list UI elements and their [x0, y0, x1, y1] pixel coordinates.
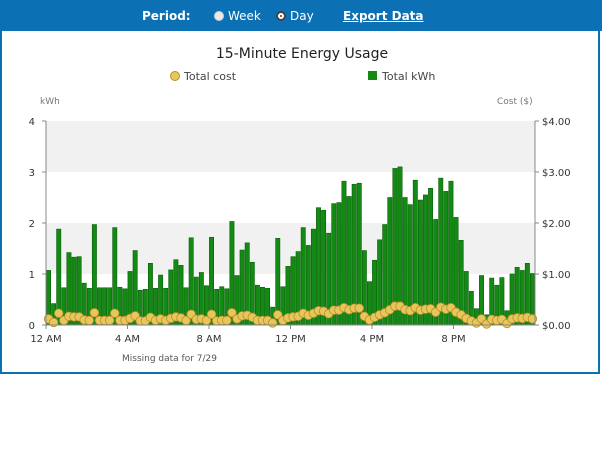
cost-marker [110, 308, 120, 318]
radio-selected-icon [276, 11, 286, 21]
legend: Total cost Total kWh [170, 70, 435, 83]
x-tick-label: 8 PM [441, 334, 465, 345]
y-right-tick-label: $0.00 [542, 321, 571, 332]
x-tick-label: 12 PM [275, 334, 306, 345]
cost-marker [222, 315, 232, 326]
x-tick-label: 8 AM [196, 334, 221, 345]
y-left-tick-label: 4 [29, 117, 35, 128]
axes [42, 120, 539, 329]
cost-marker [206, 309, 217, 319]
period-label: Period: [142, 9, 191, 23]
export-data-link[interactable]: Export Data [343, 9, 424, 23]
radio-unselected-icon [214, 11, 224, 21]
cost-marker [89, 308, 100, 318]
legend-kwh-label: Total kWh [381, 70, 435, 83]
y-right-tick-label: $4.00 [542, 117, 571, 128]
cost-marker [227, 308, 237, 318]
legend-cost-label: Total cost [183, 70, 237, 83]
period-option-week-label: Week [228, 9, 261, 23]
y-right-tick-label: $1.00 [542, 270, 571, 281]
chart-panel: Period: Week Day Export Data 15-Minute E… [0, 0, 602, 374]
cost-marker [354, 303, 364, 313]
legend-cost-marker-icon [170, 71, 180, 81]
tick-labels: 0 1 2 3 4 $0.00 $1.00 $2.00 $3.00 $4.00 12 AM 4 AM 8… [29, 117, 571, 345]
y-left-tick-label: 0 [29, 321, 35, 332]
cost-marker [54, 308, 64, 318]
y-left-tick-label: 1 [29, 270, 35, 281]
cost-marker [84, 315, 94, 326]
grid-bands [46, 121, 535, 274]
cost-marker [267, 318, 278, 328]
y-left-tick-label: 2 [29, 219, 35, 230]
chart-title: 15-Minute Energy Usage [216, 46, 388, 62]
grid-band [46, 121, 535, 172]
kwh-bar [397, 166, 403, 326]
energy-chart: 15-Minute Energy Usage Total cost Total … [29, 46, 571, 364]
grid-band [46, 223, 535, 274]
y-axis-right-label: Cost ($) [497, 97, 533, 107]
x-tick-label: 4 AM [115, 334, 140, 345]
y-right-tick-label: $3.00 [542, 168, 571, 179]
y-left-tick-label: 3 [29, 168, 35, 179]
period-option-day[interactable]: Day [276, 9, 314, 23]
y-axis-left-label: kWh [40, 97, 60, 107]
period-option-day-label: Day [290, 9, 314, 23]
x-tick-label: 4 PM [360, 334, 384, 345]
period-option-week[interactable]: Week [214, 9, 261, 23]
x-tick-label: 12 AM [30, 334, 61, 345]
missing-data-note: Missing data for 7/29 [122, 354, 217, 364]
toolbar: Period: Week Day Export Data [2, 0, 602, 31]
y-right-tick-label: $2.00 [542, 219, 571, 230]
legend-kwh-swatch-icon [368, 71, 377, 80]
